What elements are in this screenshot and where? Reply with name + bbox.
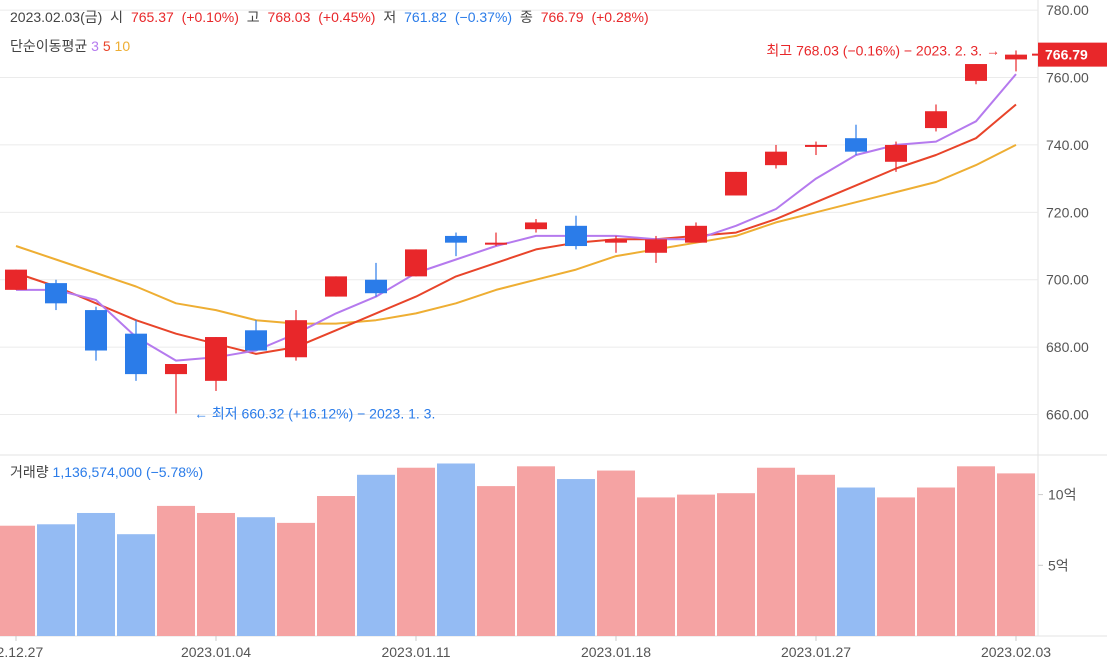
candle-body [325, 276, 347, 297]
volume-bar [957, 466, 995, 636]
volume-bar [117, 534, 155, 636]
price-tick-label: 680.00 [1046, 339, 1089, 355]
volume-bar [0, 525, 35, 636]
price-tick-label: 780.00 [1046, 2, 1089, 18]
volume-bar [357, 474, 395, 636]
candle-body [85, 310, 107, 351]
price-tick-label: 740.00 [1046, 137, 1089, 153]
low-label: 저 [383, 9, 397, 25]
close-change: (+0.28%) [591, 9, 649, 25]
candle-body [725, 171, 747, 196]
candle-body [445, 235, 467, 243]
candle-body [645, 239, 667, 253]
candle-body [685, 225, 707, 243]
candle-body [365, 279, 387, 294]
candle-body [885, 144, 907, 162]
volume-bar [277, 522, 315, 636]
x-tick-label: 2023.02.03 [981, 644, 1051, 660]
volume-bar [557, 479, 595, 636]
price-tick-label: 660.00 [1046, 407, 1089, 423]
volume-bar [637, 497, 675, 636]
ma5-line [15, 103, 1017, 355]
price-tick-label: 720.00 [1046, 204, 1089, 220]
volume-bar [997, 473, 1035, 636]
volume-bar [477, 486, 515, 636]
volume-bar [317, 496, 355, 636]
volume-bar [837, 487, 875, 636]
volume-bar [797, 474, 835, 636]
volume-bar [77, 512, 115, 636]
ma-legend-label: 단순이동평균 [10, 38, 88, 54]
candle-body [965, 64, 987, 81]
volume-bar [677, 494, 715, 636]
candle-body [845, 138, 867, 152]
candle-body [565, 225, 587, 247]
x-tick-label: 2023.01.11 [381, 644, 450, 660]
ma10-period: 10 [114, 38, 131, 54]
high-value: 768.03 [267, 9, 311, 25]
low-annotation: ← 최저 660.32 (+16.12%) − 2023. 1. 3. [194, 405, 435, 421]
candle-body [525, 222, 547, 230]
candle-body [125, 333, 147, 375]
current-price-label: 766.79 [1045, 47, 1088, 63]
header-date: 2023.02.03(금) [10, 9, 103, 25]
volume-bar [517, 466, 555, 636]
candle-body [605, 239, 627, 243]
current-price-tag [1038, 42, 1107, 67]
candle-body [165, 364, 187, 375]
candle-body [925, 111, 947, 129]
high-change: (+0.45%) [318, 9, 376, 25]
open-label: 시 [110, 9, 124, 25]
candle-body [205, 337, 227, 381]
volume-value: 1,136,574,000 [52, 464, 143, 480]
candle-body [1005, 54, 1027, 60]
moving-average-legend[interactable]: 단순이동평균 3 5 10 [10, 36, 130, 56]
price-tick-label: 760.00 [1046, 70, 1089, 86]
ma10-line [15, 144, 1017, 325]
x-tick-label: 2023.01.04 [181, 644, 251, 660]
low-value: 761.82 [404, 9, 447, 25]
ma5-period: 5 [102, 38, 111, 54]
volume-bar [437, 463, 475, 636]
x-tick-label: 2023.01.18 [581, 644, 651, 660]
x-tick-label: 2023.01.27 [781, 644, 851, 660]
candle-body [485, 242, 507, 245]
x-tick-label: 22.12.27 [0, 644, 43, 660]
volume-label: 거래량 [10, 464, 49, 480]
volume-bar [157, 505, 195, 636]
ma3-line [16, 73, 1017, 362]
candle-body [405, 249, 427, 277]
open-value: 765.37 [130, 9, 174, 25]
open-change: (+0.10%) [181, 9, 239, 25]
volume-bar [717, 493, 755, 636]
volume-bar [237, 517, 275, 636]
volume-bar [37, 524, 75, 636]
high-label: 고 [246, 9, 260, 25]
close-value: 766.79 [540, 9, 584, 25]
volume-bar [757, 467, 795, 636]
close-label: 종 [519, 9, 533, 25]
volume-legend: 거래량 1,136,574,000 (−5.78%) [10, 462, 203, 482]
volume-bar [597, 470, 635, 636]
volume-bar [917, 487, 955, 636]
volume-tick-label: 5억 [1048, 557, 1069, 573]
volume-bar [197, 512, 235, 636]
ohlc-header: 2023.02.03(금) 시 765.37 (+0.10%) 고 768.03… [10, 7, 653, 27]
candle-body [5, 269, 27, 290]
volume-tick-label: 10억 [1048, 487, 1076, 503]
high-annotation: 최고 768.03 (−0.16%) − 2023. 2. 3. → [766, 42, 1000, 58]
volume-change: (−5.78%) [145, 464, 204, 480]
candle-body [285, 320, 307, 358]
low-change: (−0.37%) [454, 9, 513, 25]
candle-body [245, 330, 267, 351]
price-tick-label: 700.00 [1046, 272, 1089, 288]
candle-body [805, 144, 827, 147]
volume-bar [397, 467, 435, 636]
candle-body [765, 151, 787, 166]
volume-bar [877, 497, 915, 636]
ma3-period: 3 [91, 38, 99, 54]
candle-body [45, 283, 67, 304]
